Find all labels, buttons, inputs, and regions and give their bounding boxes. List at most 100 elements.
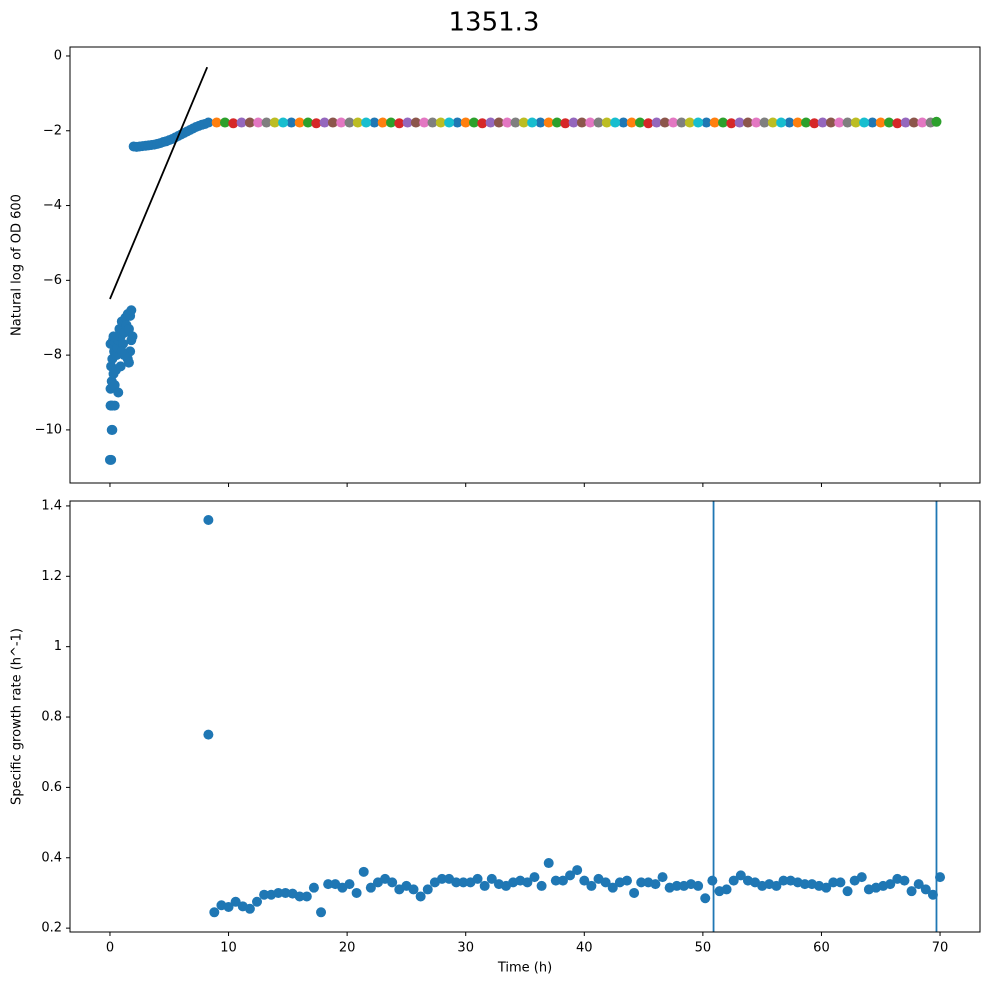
data-point	[223, 902, 234, 913]
data-point	[316, 907, 327, 918]
x-axis-label: Time (h)	[497, 961, 552, 976]
data-point	[294, 891, 305, 902]
x-tick-label: 40	[576, 941, 593, 956]
data-point	[834, 117, 845, 128]
data-point	[358, 866, 369, 877]
y-tick-label: 1	[54, 639, 62, 654]
data-point	[435, 117, 446, 128]
data-point	[209, 907, 220, 918]
y-tick-label: 1.4	[41, 498, 62, 513]
axes-frame	[69, 46, 981, 484]
data-point	[917, 117, 928, 128]
data-point	[118, 338, 129, 349]
data-point	[643, 118, 654, 129]
data-point	[900, 117, 911, 128]
data-point	[527, 117, 538, 128]
data-point	[801, 117, 812, 128]
data-point	[394, 118, 405, 129]
y-tick-label: 0	[54, 48, 62, 63]
data-point	[726, 118, 737, 129]
data-point	[203, 117, 214, 128]
data-point	[529, 872, 540, 883]
data-point	[106, 454, 117, 465]
data-point	[867, 117, 878, 128]
data-point	[621, 875, 632, 886]
data-point	[536, 880, 547, 891]
y-tick-label: −2	[43, 123, 62, 138]
data-point	[809, 118, 820, 129]
data-point	[408, 884, 419, 895]
data-point	[700, 893, 711, 904]
data-point	[701, 117, 712, 128]
data-point	[778, 875, 789, 886]
data-point	[543, 858, 554, 869]
data-point	[369, 117, 380, 128]
data-point	[927, 889, 938, 900]
data-point	[776, 117, 787, 128]
x-tick-label: 30	[457, 941, 474, 956]
data-point	[636, 877, 647, 888]
data-point	[931, 116, 942, 127]
data-point	[377, 117, 388, 128]
data-point	[311, 118, 322, 129]
data-point	[684, 117, 695, 128]
y-tick-label: −8	[43, 348, 62, 363]
data-point	[593, 117, 604, 128]
data-point	[123, 357, 134, 368]
data-point	[230, 896, 241, 907]
data-point	[387, 877, 398, 888]
data-point	[892, 118, 903, 129]
data-point	[709, 117, 720, 128]
data-point	[203, 514, 214, 525]
data-point	[913, 879, 924, 890]
data-point	[301, 891, 312, 902]
data-point	[572, 865, 583, 876]
data-point	[336, 117, 347, 128]
x-tick-label: 60	[813, 941, 830, 956]
data-point	[308, 882, 319, 893]
data-point	[576, 117, 587, 128]
data-point	[792, 117, 803, 128]
data-point	[635, 117, 646, 128]
y-tick-label: 0.4	[41, 850, 62, 865]
data-point	[550, 875, 561, 886]
data-point	[361, 117, 372, 128]
x-tick-label: 0	[106, 941, 114, 956]
data-point	[629, 887, 640, 898]
data-point	[211, 117, 222, 128]
data-point	[402, 117, 413, 128]
data-point	[859, 117, 870, 128]
data-point	[668, 117, 679, 128]
data-point	[560, 118, 571, 129]
data-point	[127, 331, 138, 342]
data-point	[535, 117, 546, 128]
data-point	[835, 877, 846, 888]
data-point	[386, 117, 397, 128]
y-tick-label: −10	[35, 422, 62, 437]
data-point	[671, 880, 682, 891]
data-point	[252, 896, 263, 907]
fit-line	[109, 66, 209, 300]
data-point	[935, 872, 946, 883]
y-axis-label: Natural log of OD 600	[10, 194, 25, 336]
data-point	[451, 877, 462, 888]
data-point	[323, 879, 334, 890]
data-point	[236, 117, 247, 128]
y-tick-label: −6	[43, 273, 62, 288]
chart-title: 1351.3	[449, 8, 540, 38]
data-point	[884, 117, 895, 128]
data-point	[693, 880, 704, 891]
data-point	[469, 117, 480, 128]
data-point	[651, 117, 662, 128]
data-point	[693, 117, 704, 128]
data-point	[228, 118, 239, 129]
data-point	[920, 884, 931, 895]
data-point	[842, 117, 853, 128]
data-point	[850, 117, 861, 128]
data-point	[344, 879, 355, 890]
data-point	[116, 346, 127, 357]
data-point	[109, 380, 120, 391]
data-point	[452, 117, 463, 128]
data-point	[419, 117, 430, 128]
data-point	[734, 117, 745, 128]
